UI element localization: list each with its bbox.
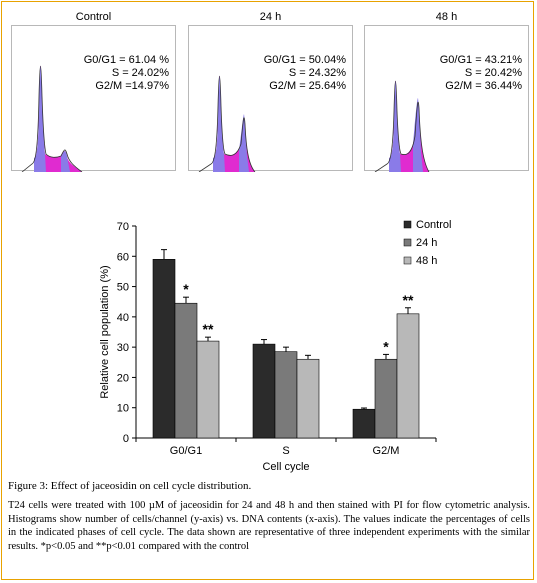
g2m-stat: G2/M =14.97%	[95, 80, 169, 92]
legend-label: 24 h	[416, 237, 437, 249]
bar	[152, 259, 176, 439]
caption-body: T24 cells were treated with 100 µM of ja…	[8, 500, 530, 552]
bar	[274, 351, 298, 439]
histogram-title: 24 h	[259, 11, 282, 23]
y-tick-label: 30	[117, 342, 129, 354]
histogram-48h: 48 h G0/G1 = 43.21% S = 20.42% G2/M = 36…	[364, 11, 529, 172]
g2m-stat: G2/M = 36.44%	[445, 80, 522, 92]
s-stat: S = 24.32%	[288, 67, 346, 79]
g0g1-stat: G0/G1 = 50.04%	[263, 54, 346, 66]
legend-swatch	[403, 238, 412, 247]
y-tick-label: 20	[117, 372, 129, 384]
histogram-plot: G0/G1 = 50.04% S = 24.32% G2/M = 25.64%	[188, 25, 353, 172]
phase-stats: G0/G1 = 50.04% S = 24.32% G2/M = 25.64%	[264, 54, 346, 93]
histogram-control: Control G0/G1 = 61.04 % S = 24.02% G2/M …	[11, 11, 176, 172]
bar	[374, 358, 398, 439]
legend-swatch	[403, 220, 412, 229]
y-axis-title: Relative cell population (%)	[99, 265, 111, 398]
x-tick-label: S	[282, 445, 289, 457]
y-tick-label: 60	[117, 251, 129, 263]
bar	[196, 340, 220, 439]
phase-stats: G0/G1 = 43.21% S = 20.42% G2/M = 36.44%	[440, 54, 522, 93]
significance-mark: *	[183, 281, 189, 297]
phase-stats: G0/G1 = 61.04 % S = 24.02% G2/M =14.97%	[84, 54, 169, 93]
histogram-24h: 24 h G0/G1 = 50.04% S = 24.32% G2/M = 25…	[188, 11, 353, 172]
legend-label: Control	[416, 219, 451, 231]
g0g1-stat: G0/G1 = 43.21%	[439, 54, 522, 66]
significance-mark: **	[403, 292, 414, 308]
bar	[296, 358, 320, 439]
x-tick-label: G2/M	[373, 445, 400, 457]
figure-caption: Figure 3: Effect of jaceosidin on cell c…	[8, 479, 530, 553]
legend-swatch	[403, 256, 412, 265]
bar	[396, 313, 420, 439]
y-tick-label: 10	[117, 403, 129, 415]
histogram-graphic	[198, 75, 256, 172]
x-axis-title: Cell cycle	[262, 461, 309, 473]
y-tick-label: 0	[123, 433, 129, 445]
histogram-title: 48 h	[435, 11, 458, 23]
g2m-stat: G2/M = 25.64%	[269, 80, 346, 92]
g0g1-stat: G0/G1 = 61.04 %	[83, 54, 169, 66]
significance-mark: *	[383, 338, 389, 354]
chart-bars	[152, 249, 420, 439]
significance-mark: **	[203, 321, 214, 337]
bar	[352, 408, 376, 439]
chart-legend: Control 24 h 48 h	[403, 219, 451, 267]
y-tick-label: 40	[117, 312, 129, 324]
histogram-plot: G0/G1 = 43.21% S = 20.42% G2/M = 36.44%	[364, 25, 529, 172]
bar	[252, 343, 276, 439]
caption-title: Figure 3: Effect of jaceosidin on cell c…	[8, 480, 252, 492]
y-tick-label: 70	[117, 221, 129, 233]
bar	[174, 302, 198, 439]
s-stat: S = 20.42%	[464, 67, 522, 79]
x-tick-label: G0/G1	[170, 445, 202, 457]
histogram-title: Control	[75, 11, 112, 23]
histogram-graphic	[374, 80, 430, 172]
y-tick-label: 50	[117, 282, 129, 294]
legend-label: 48 h	[416, 255, 437, 267]
histogram-plot: G0/G1 = 61.04 % S = 24.02% G2/M =14.97%	[11, 25, 176, 172]
s-stat: S = 24.02%	[111, 67, 169, 79]
histogram-graphic	[21, 65, 83, 172]
